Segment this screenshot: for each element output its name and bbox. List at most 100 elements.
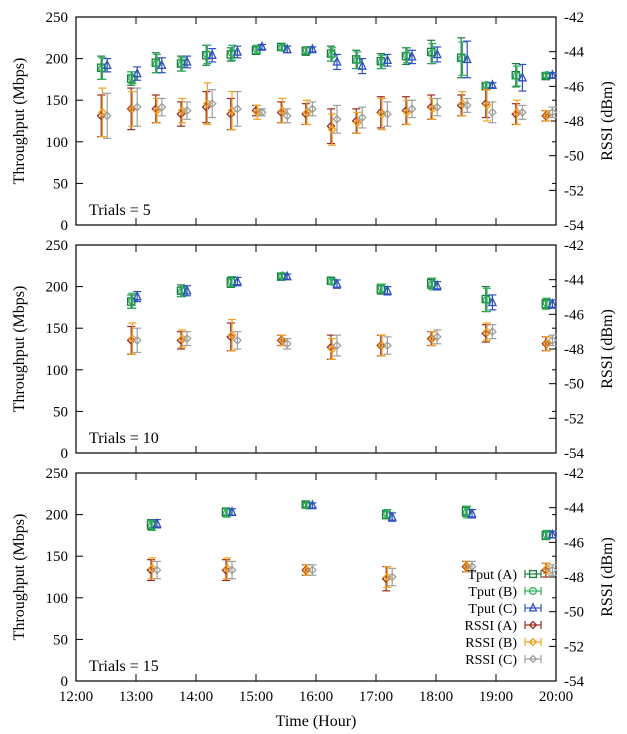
data-point: [257, 107, 267, 117]
data-point: [462, 100, 472, 110]
data-point: [147, 563, 157, 573]
data-point: [307, 43, 318, 54]
legend: Tput (A) Tput (B) Tput (C) RSSI (A) RSSI (B)…: [464, 568, 542, 668]
y-tick-label: 0: [61, 446, 69, 462]
data-point: [542, 339, 552, 349]
data-point: [432, 48, 442, 59]
x-tick-label: 12:00: [59, 689, 93, 705]
data-point: [307, 565, 317, 575]
y2-tick-label: -54: [564, 674, 584, 690]
data-point: [157, 102, 167, 112]
y2-tick-label: -48: [564, 570, 584, 586]
data-point: [387, 572, 397, 582]
data-point: [232, 46, 243, 56]
data-point: [307, 104, 317, 114]
y2-tick-label: -42: [564, 466, 584, 482]
data-point: [128, 296, 137, 305]
data-point: [387, 511, 397, 521]
legend-marker: [528, 602, 538, 612]
y2-tick-label: -44: [564, 273, 584, 289]
y-axis-label: Throughput (Mbps): [11, 58, 28, 185]
y-tick-label: 0: [61, 674, 69, 690]
y2-tick-label: -50: [564, 605, 584, 621]
y-tick-label: 0: [61, 218, 69, 234]
x-tick-label: 20:00: [539, 689, 573, 705]
data-point: [128, 73, 137, 82]
data-point: [547, 528, 558, 539]
data-point: [407, 104, 417, 114]
data-point: [332, 114, 342, 124]
data-point: [541, 339, 551, 349]
y-tick-label: 250: [46, 466, 69, 482]
data-point: [487, 79, 498, 89]
legend-label: Tput (A): [468, 568, 518, 583]
data-point: [382, 284, 393, 295]
chart-panel-3: 0 50 100 150 200 250 -54 -52 -50 -48 -46 -44 -42 12:0…: [11, 466, 616, 730]
data-point: [326, 49, 336, 58]
y2-tick-label: -42: [564, 10, 584, 26]
x-tick-label: 16:00: [299, 689, 333, 705]
data-point: [511, 70, 521, 80]
y2-tick-label: -48: [564, 114, 584, 130]
data-point: [482, 100, 492, 110]
data-point: [426, 279, 436, 288]
data-point: [517, 107, 527, 117]
data-point: [132, 290, 142, 301]
data-point: [232, 335, 242, 345]
data-point: [461, 562, 471, 572]
data-point: [382, 54, 393, 65]
data-point: [126, 74, 136, 83]
data-point: [222, 508, 232, 518]
series-3: [102, 40, 558, 92]
data-point: [132, 102, 142, 112]
data-point: [182, 56, 192, 66]
series-3: [152, 499, 558, 539]
data-point: [462, 53, 472, 64]
y-tick-label: 150: [46, 321, 69, 337]
data-point: [426, 47, 436, 57]
data-point: [487, 296, 498, 307]
trials-annotation: Trials = 10: [89, 430, 159, 447]
trials-annotation: Trials = 5: [89, 202, 151, 219]
legend-marker: [528, 654, 538, 664]
data-point: [457, 99, 467, 109]
x-tick-label: 18:00: [419, 689, 453, 705]
y2-axis-label: RSSI (dBm): [599, 537, 616, 617]
legend-label: Tput (B): [468, 585, 517, 600]
data-point: [467, 562, 477, 572]
data-point: [152, 565, 162, 575]
data-point: [152, 517, 162, 528]
data-point: [461, 507, 471, 516]
data-point: [182, 334, 192, 344]
y-tick-label: 250: [46, 238, 69, 254]
series-2: [147, 501, 552, 540]
legend-label: RSSI (C): [465, 653, 517, 668]
x-tick-label: 13:00: [119, 689, 153, 705]
series-1: [146, 500, 551, 541]
y2-axis-label: RSSI (dBm): [599, 81, 616, 161]
y2-tick-label: -44: [564, 501, 584, 517]
legend-marker: [528, 620, 538, 630]
data-point: [487, 327, 497, 337]
data-point: [332, 341, 342, 351]
y-tick-label: 100: [46, 135, 69, 151]
data-point: [327, 344, 337, 354]
y-tick-label: 200: [46, 280, 69, 296]
data-point: [432, 102, 442, 112]
y-tick-label: 100: [46, 363, 69, 379]
y2-tick-label: -50: [564, 377, 584, 393]
data-point: [177, 287, 187, 296]
series-6: [152, 560, 557, 587]
data-point: [357, 113, 367, 123]
y-axis-label: Throughput (Mbps): [11, 286, 28, 413]
data-point: [127, 334, 137, 344]
data-point: [487, 107, 497, 117]
series-3: [132, 270, 558, 311]
x-axis-label: Time (Hour): [276, 713, 357, 730]
data-point: [542, 563, 552, 573]
legend-label: RSSI (B): [465, 636, 517, 651]
data-point: [147, 521, 157, 530]
data-point: [481, 294, 491, 304]
data-point: [182, 106, 192, 116]
